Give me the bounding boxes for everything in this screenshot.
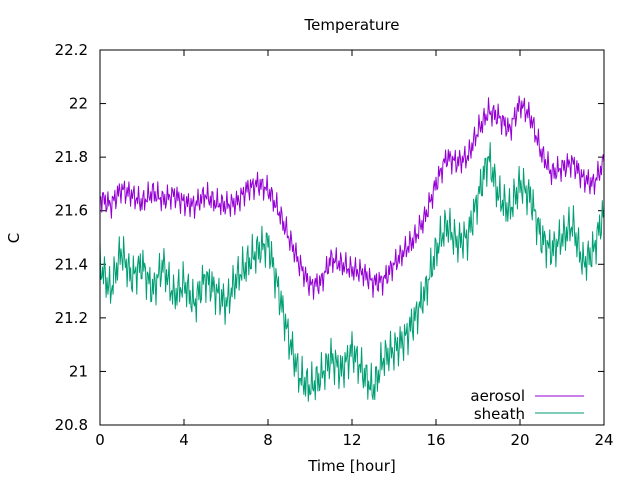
- x-tick-label: 20: [510, 431, 529, 449]
- x-tick-label: 24: [594, 431, 613, 449]
- y-tick-label: 21: [69, 362, 88, 380]
- series-line-aerosol: [99, 95, 605, 300]
- y-tick-label: 21.2: [55, 309, 88, 327]
- y-tick-label: 21.6: [55, 202, 88, 220]
- legend-label-sheath: sheath: [474, 405, 525, 423]
- y-tick-label: 22: [69, 95, 88, 113]
- axis-tick-labels: 0 4 8 12 16 20 24 20.8 21 21.2 21.4 21.6 21.8 22 22.2: [55, 41, 614, 449]
- x-tick-label: 0: [95, 431, 105, 449]
- y-tick-label: 21.8: [55, 148, 88, 166]
- plot-lines: [99, 95, 605, 402]
- series-line-sheath: [99, 142, 605, 402]
- x-tick-label: 12: [342, 431, 361, 449]
- legend: aerosol sheath: [470, 387, 584, 423]
- legend-label-aerosol: aerosol: [470, 387, 525, 405]
- x-tick-label: 4: [179, 431, 189, 449]
- y-tick-label: 21.4: [55, 255, 88, 273]
- y-axis-label: C: [5, 233, 23, 243]
- plot-frame: [99, 49, 605, 426]
- y-tick-label: 20.8: [55, 416, 88, 434]
- x-tick-label: 16: [426, 431, 445, 449]
- chart-title: Temperature: [303, 16, 399, 34]
- y-tick-label: 22.2: [55, 41, 88, 59]
- x-tick-label: 8: [263, 431, 273, 449]
- x-axis-label: Time [hour]: [307, 457, 396, 475]
